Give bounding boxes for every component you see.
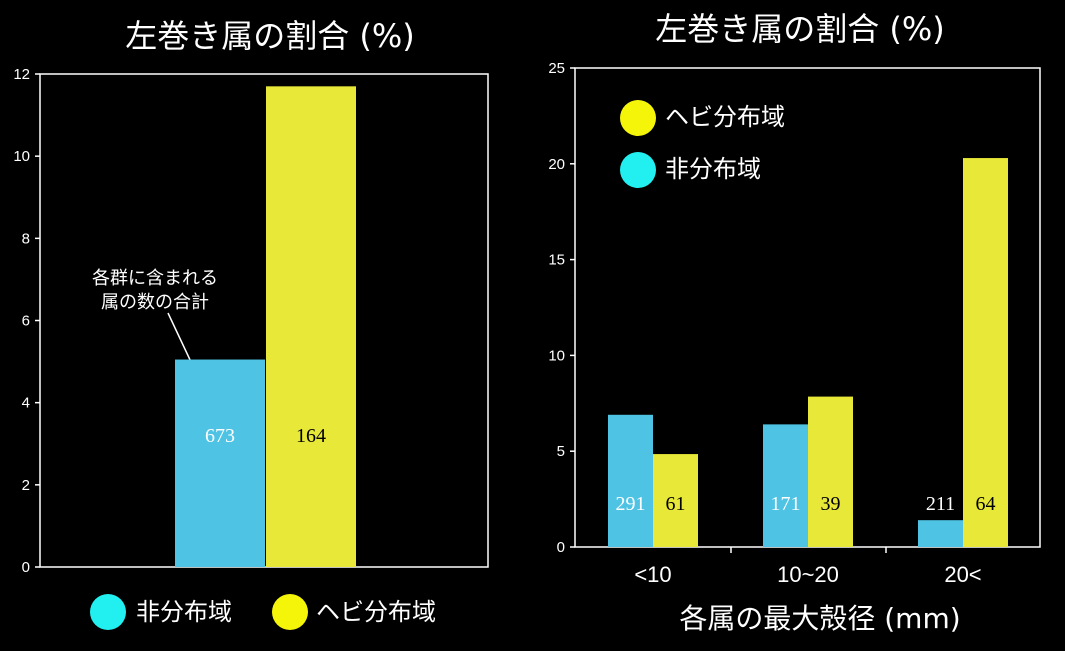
- left-y-tick-label: 6: [22, 313, 30, 330]
- right-y-tick-label: 5: [557, 443, 565, 460]
- right-y-tick-label: 15: [548, 252, 565, 269]
- left-bar-snake: [266, 86, 356, 567]
- left-annotation-line2: 属の数の合計: [101, 292, 209, 313]
- right-legend-marker-snake: [620, 100, 656, 136]
- right-chart-title: 左巻き属の割合 (%): [655, 10, 945, 48]
- left-y-tick-label: 12: [13, 66, 30, 83]
- right-bar-count-label: 171: [771, 493, 801, 515]
- left-bar-nondist: [175, 359, 265, 567]
- right-bar-nondist: [763, 424, 808, 547]
- left-legend-marker-nondist: [90, 594, 126, 630]
- right-y-tick-label: 20: [548, 156, 565, 173]
- left-legend-marker-snake: [272, 594, 308, 630]
- right-y-tick-label: 0: [557, 539, 565, 556]
- right-bar-snake: [808, 396, 853, 547]
- right-bar-snake: [963, 158, 1008, 547]
- right-bar-count-label: 39: [821, 493, 841, 515]
- right-x-tick-label: 10~20: [777, 562, 839, 587]
- left-annotation-line1: 各群に含まれる: [92, 268, 218, 289]
- left-chart-title: 左巻き属の割合 (%): [125, 17, 415, 55]
- left-legend-label-nondist: 非分布域: [136, 598, 232, 626]
- right-y-tick-label: 10: [548, 347, 565, 364]
- right-y-tick-label: 25: [548, 60, 565, 77]
- right-bar-snake: [653, 454, 698, 547]
- left-bar-count-label: 164: [296, 425, 326, 447]
- right-legend-label-snake: ヘビ分布域: [665, 103, 785, 131]
- left-bar-count-label: 673: [205, 425, 235, 447]
- right-legend-label-nondist: 非分布域: [665, 155, 761, 183]
- left-legend-label-snake: ヘビ分布域: [316, 598, 436, 626]
- right-bar-count-label: 291: [616, 493, 646, 515]
- right-bar-count-label: 64: [976, 493, 996, 515]
- left-y-tick-label: 10: [13, 148, 30, 165]
- right-x-axis-label: 各属の最大殻径 (mm): [679, 602, 960, 635]
- right-bar-nondist: [918, 520, 963, 547]
- right-x-tick-label: <10: [634, 562, 671, 587]
- left-y-tick-label: 2: [22, 477, 30, 494]
- right-bar-nondist: [608, 414, 653, 547]
- left-y-tick-label: 8: [22, 230, 30, 247]
- right-x-tick-label: 20<: [944, 562, 981, 587]
- right-bar-count-label: 61: [666, 493, 686, 515]
- right-legend-marker-nondist: [620, 152, 656, 188]
- left-y-tick-label: 0: [22, 559, 30, 576]
- right-bar-count-label: 211: [926, 493, 955, 515]
- left-y-tick-label: 4: [22, 395, 30, 412]
